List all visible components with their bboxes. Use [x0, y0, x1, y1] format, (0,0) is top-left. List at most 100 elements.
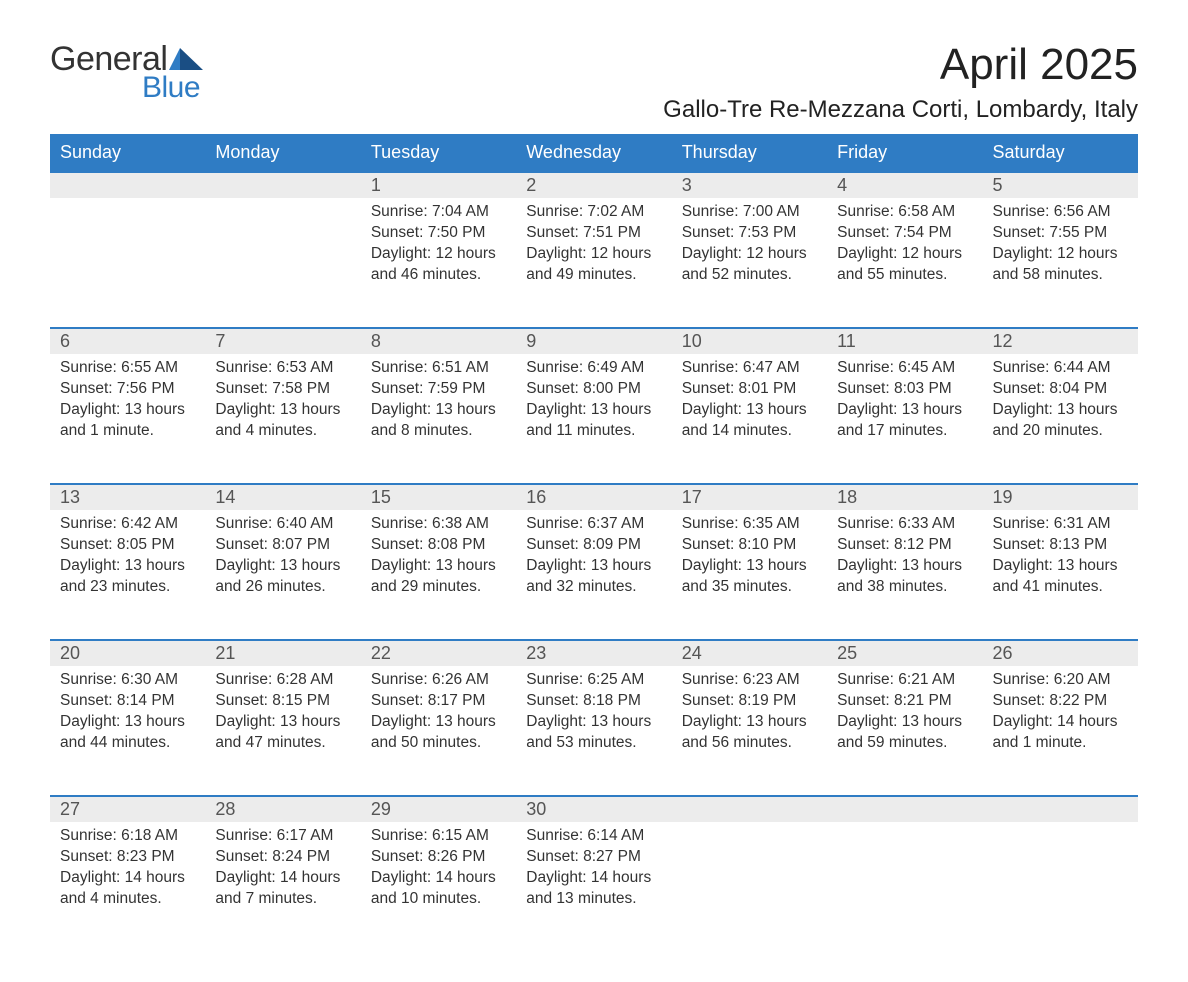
- daynum-row: 20212223242526: [50, 640, 1138, 666]
- daynum-row: 13141516171819: [50, 484, 1138, 510]
- day-number: 1: [361, 173, 516, 198]
- day-cell: Sunrise: 6:15 AMSunset: 8:26 PMDaylight:…: [361, 822, 516, 952]
- day-dl2: and 17 minutes.: [837, 421, 972, 442]
- day-content: Sunrise: 7:00 AMSunset: 7:53 PMDaylight:…: [672, 198, 827, 294]
- day-dl2: and 50 minutes.: [371, 733, 506, 754]
- day-dl2: and 58 minutes.: [993, 265, 1128, 286]
- day-sr: Sunrise: 6:45 AM: [837, 358, 972, 379]
- day-cell: Sunrise: 6:17 AMSunset: 8:24 PMDaylight:…: [205, 822, 360, 952]
- day-number: 27: [50, 797, 205, 822]
- dow-tuesday: Tuesday: [361, 134, 516, 172]
- day-dl2: and 14 minutes.: [682, 421, 817, 442]
- day-number: 26: [983, 641, 1138, 666]
- day-sr: Sunrise: 6:37 AM: [526, 514, 661, 535]
- day-ss: Sunset: 8:13 PM: [993, 535, 1128, 556]
- day-content: [827, 822, 982, 834]
- day-content: [983, 822, 1138, 834]
- day-ss: Sunset: 8:01 PM: [682, 379, 817, 400]
- daynum-cell: 12: [983, 328, 1138, 354]
- day-number: 19: [983, 485, 1138, 510]
- logo: General Blue: [50, 40, 203, 105]
- day-dl1: Daylight: 13 hours: [526, 556, 661, 577]
- day-cell: Sunrise: 6:56 AMSunset: 7:55 PMDaylight:…: [983, 198, 1138, 328]
- daynum-cell: 6: [50, 328, 205, 354]
- dow-sunday: Sunday: [50, 134, 205, 172]
- day-sr: Sunrise: 6:35 AM: [682, 514, 817, 535]
- day-cell: Sunrise: 6:23 AMSunset: 8:19 PMDaylight:…: [672, 666, 827, 796]
- daynum-row: 12345: [50, 172, 1138, 198]
- day-dl1: Daylight: 13 hours: [526, 712, 661, 733]
- daynum-cell: 8: [361, 328, 516, 354]
- day-number: 30: [516, 797, 671, 822]
- day-dl2: and 26 minutes.: [215, 577, 350, 598]
- daynum-cell: 14: [205, 484, 360, 510]
- day-cell: Sunrise: 6:44 AMSunset: 8:04 PMDaylight:…: [983, 354, 1138, 484]
- title-block: April 2025 Gallo-Tre Re-Mezzana Corti, L…: [663, 40, 1138, 124]
- day-content: Sunrise: 6:20 AMSunset: 8:22 PMDaylight:…: [983, 666, 1138, 762]
- day-dl2: and 8 minutes.: [371, 421, 506, 442]
- daynum-cell: 30: [516, 796, 671, 822]
- day-dl1: Daylight: 12 hours: [682, 244, 817, 265]
- calendar-head: Sunday Monday Tuesday Wednesday Thursday…: [50, 134, 1138, 172]
- day-ss: Sunset: 8:19 PM: [682, 691, 817, 712]
- day-dl2: and 29 minutes.: [371, 577, 506, 598]
- day-cell: Sunrise: 6:55 AMSunset: 7:56 PMDaylight:…: [50, 354, 205, 484]
- calendar-table: Sunday Monday Tuesday Wednesday Thursday…: [50, 134, 1138, 952]
- day-content: Sunrise: 6:15 AMSunset: 8:26 PMDaylight:…: [361, 822, 516, 918]
- day-content: Sunrise: 6:51 AMSunset: 7:59 PMDaylight:…: [361, 354, 516, 450]
- day-cell: Sunrise: 7:02 AMSunset: 7:51 PMDaylight:…: [516, 198, 671, 328]
- day-dl2: and 56 minutes.: [682, 733, 817, 754]
- day-content: Sunrise: 6:30 AMSunset: 8:14 PMDaylight:…: [50, 666, 205, 762]
- day-content: Sunrise: 6:26 AMSunset: 8:17 PMDaylight:…: [361, 666, 516, 762]
- day-dl1: Daylight: 12 hours: [837, 244, 972, 265]
- day-number: 20: [50, 641, 205, 666]
- day-cell: Sunrise: 6:38 AMSunset: 8:08 PMDaylight:…: [361, 510, 516, 640]
- daynum-row: 27282930: [50, 796, 1138, 822]
- day-content: [205, 198, 360, 210]
- day-ss: Sunset: 8:04 PM: [993, 379, 1128, 400]
- day-number: 2: [516, 173, 671, 198]
- day-dl1: Daylight: 14 hours: [60, 868, 195, 889]
- day-number: [983, 797, 1138, 801]
- day-cell: [827, 822, 982, 952]
- day-cell: Sunrise: 6:51 AMSunset: 7:59 PMDaylight:…: [361, 354, 516, 484]
- day-ss: Sunset: 8:05 PM: [60, 535, 195, 556]
- day-content: Sunrise: 6:58 AMSunset: 7:54 PMDaylight:…: [827, 198, 982, 294]
- day-ss: Sunset: 7:51 PM: [526, 223, 661, 244]
- day-dl2: and 35 minutes.: [682, 577, 817, 598]
- day-dl2: and 1 minute.: [60, 421, 195, 442]
- day-ss: Sunset: 8:03 PM: [837, 379, 972, 400]
- day-dl1: Daylight: 13 hours: [837, 556, 972, 577]
- day-dl2: and 59 minutes.: [837, 733, 972, 754]
- day-cell: Sunrise: 7:04 AMSunset: 7:50 PMDaylight:…: [361, 198, 516, 328]
- day-ss: Sunset: 8:15 PM: [215, 691, 350, 712]
- week-row: Sunrise: 6:30 AMSunset: 8:14 PMDaylight:…: [50, 666, 1138, 796]
- day-cell: [205, 198, 360, 328]
- day-content: Sunrise: 6:55 AMSunset: 7:56 PMDaylight:…: [50, 354, 205, 450]
- day-number: 17: [672, 485, 827, 510]
- day-sr: Sunrise: 6:23 AM: [682, 670, 817, 691]
- day-sr: Sunrise: 6:21 AM: [837, 670, 972, 691]
- daynum-cell: 19: [983, 484, 1138, 510]
- day-cell: Sunrise: 6:45 AMSunset: 8:03 PMDaylight:…: [827, 354, 982, 484]
- day-ss: Sunset: 7:59 PM: [371, 379, 506, 400]
- day-cell: [983, 822, 1138, 952]
- day-ss: Sunset: 7:58 PM: [215, 379, 350, 400]
- day-content: Sunrise: 6:38 AMSunset: 8:08 PMDaylight:…: [361, 510, 516, 606]
- day-cell: Sunrise: 6:21 AMSunset: 8:21 PMDaylight:…: [827, 666, 982, 796]
- day-sr: Sunrise: 7:00 AM: [682, 202, 817, 223]
- dow-row: Sunday Monday Tuesday Wednesday Thursday…: [50, 134, 1138, 172]
- day-number: 18: [827, 485, 982, 510]
- day-ss: Sunset: 8:23 PM: [60, 847, 195, 868]
- day-number: [827, 797, 982, 801]
- day-dl2: and 47 minutes.: [215, 733, 350, 754]
- day-dl2: and 23 minutes.: [60, 577, 195, 598]
- day-content: Sunrise: 7:02 AMSunset: 7:51 PMDaylight:…: [516, 198, 671, 294]
- day-dl2: and 4 minutes.: [60, 889, 195, 910]
- day-sr: Sunrise: 6:53 AM: [215, 358, 350, 379]
- day-content: Sunrise: 6:37 AMSunset: 8:09 PMDaylight:…: [516, 510, 671, 606]
- day-content: Sunrise: 6:14 AMSunset: 8:27 PMDaylight:…: [516, 822, 671, 918]
- day-ss: Sunset: 7:55 PM: [993, 223, 1128, 244]
- day-dl2: and 38 minutes.: [837, 577, 972, 598]
- daynum-cell: 1: [361, 172, 516, 198]
